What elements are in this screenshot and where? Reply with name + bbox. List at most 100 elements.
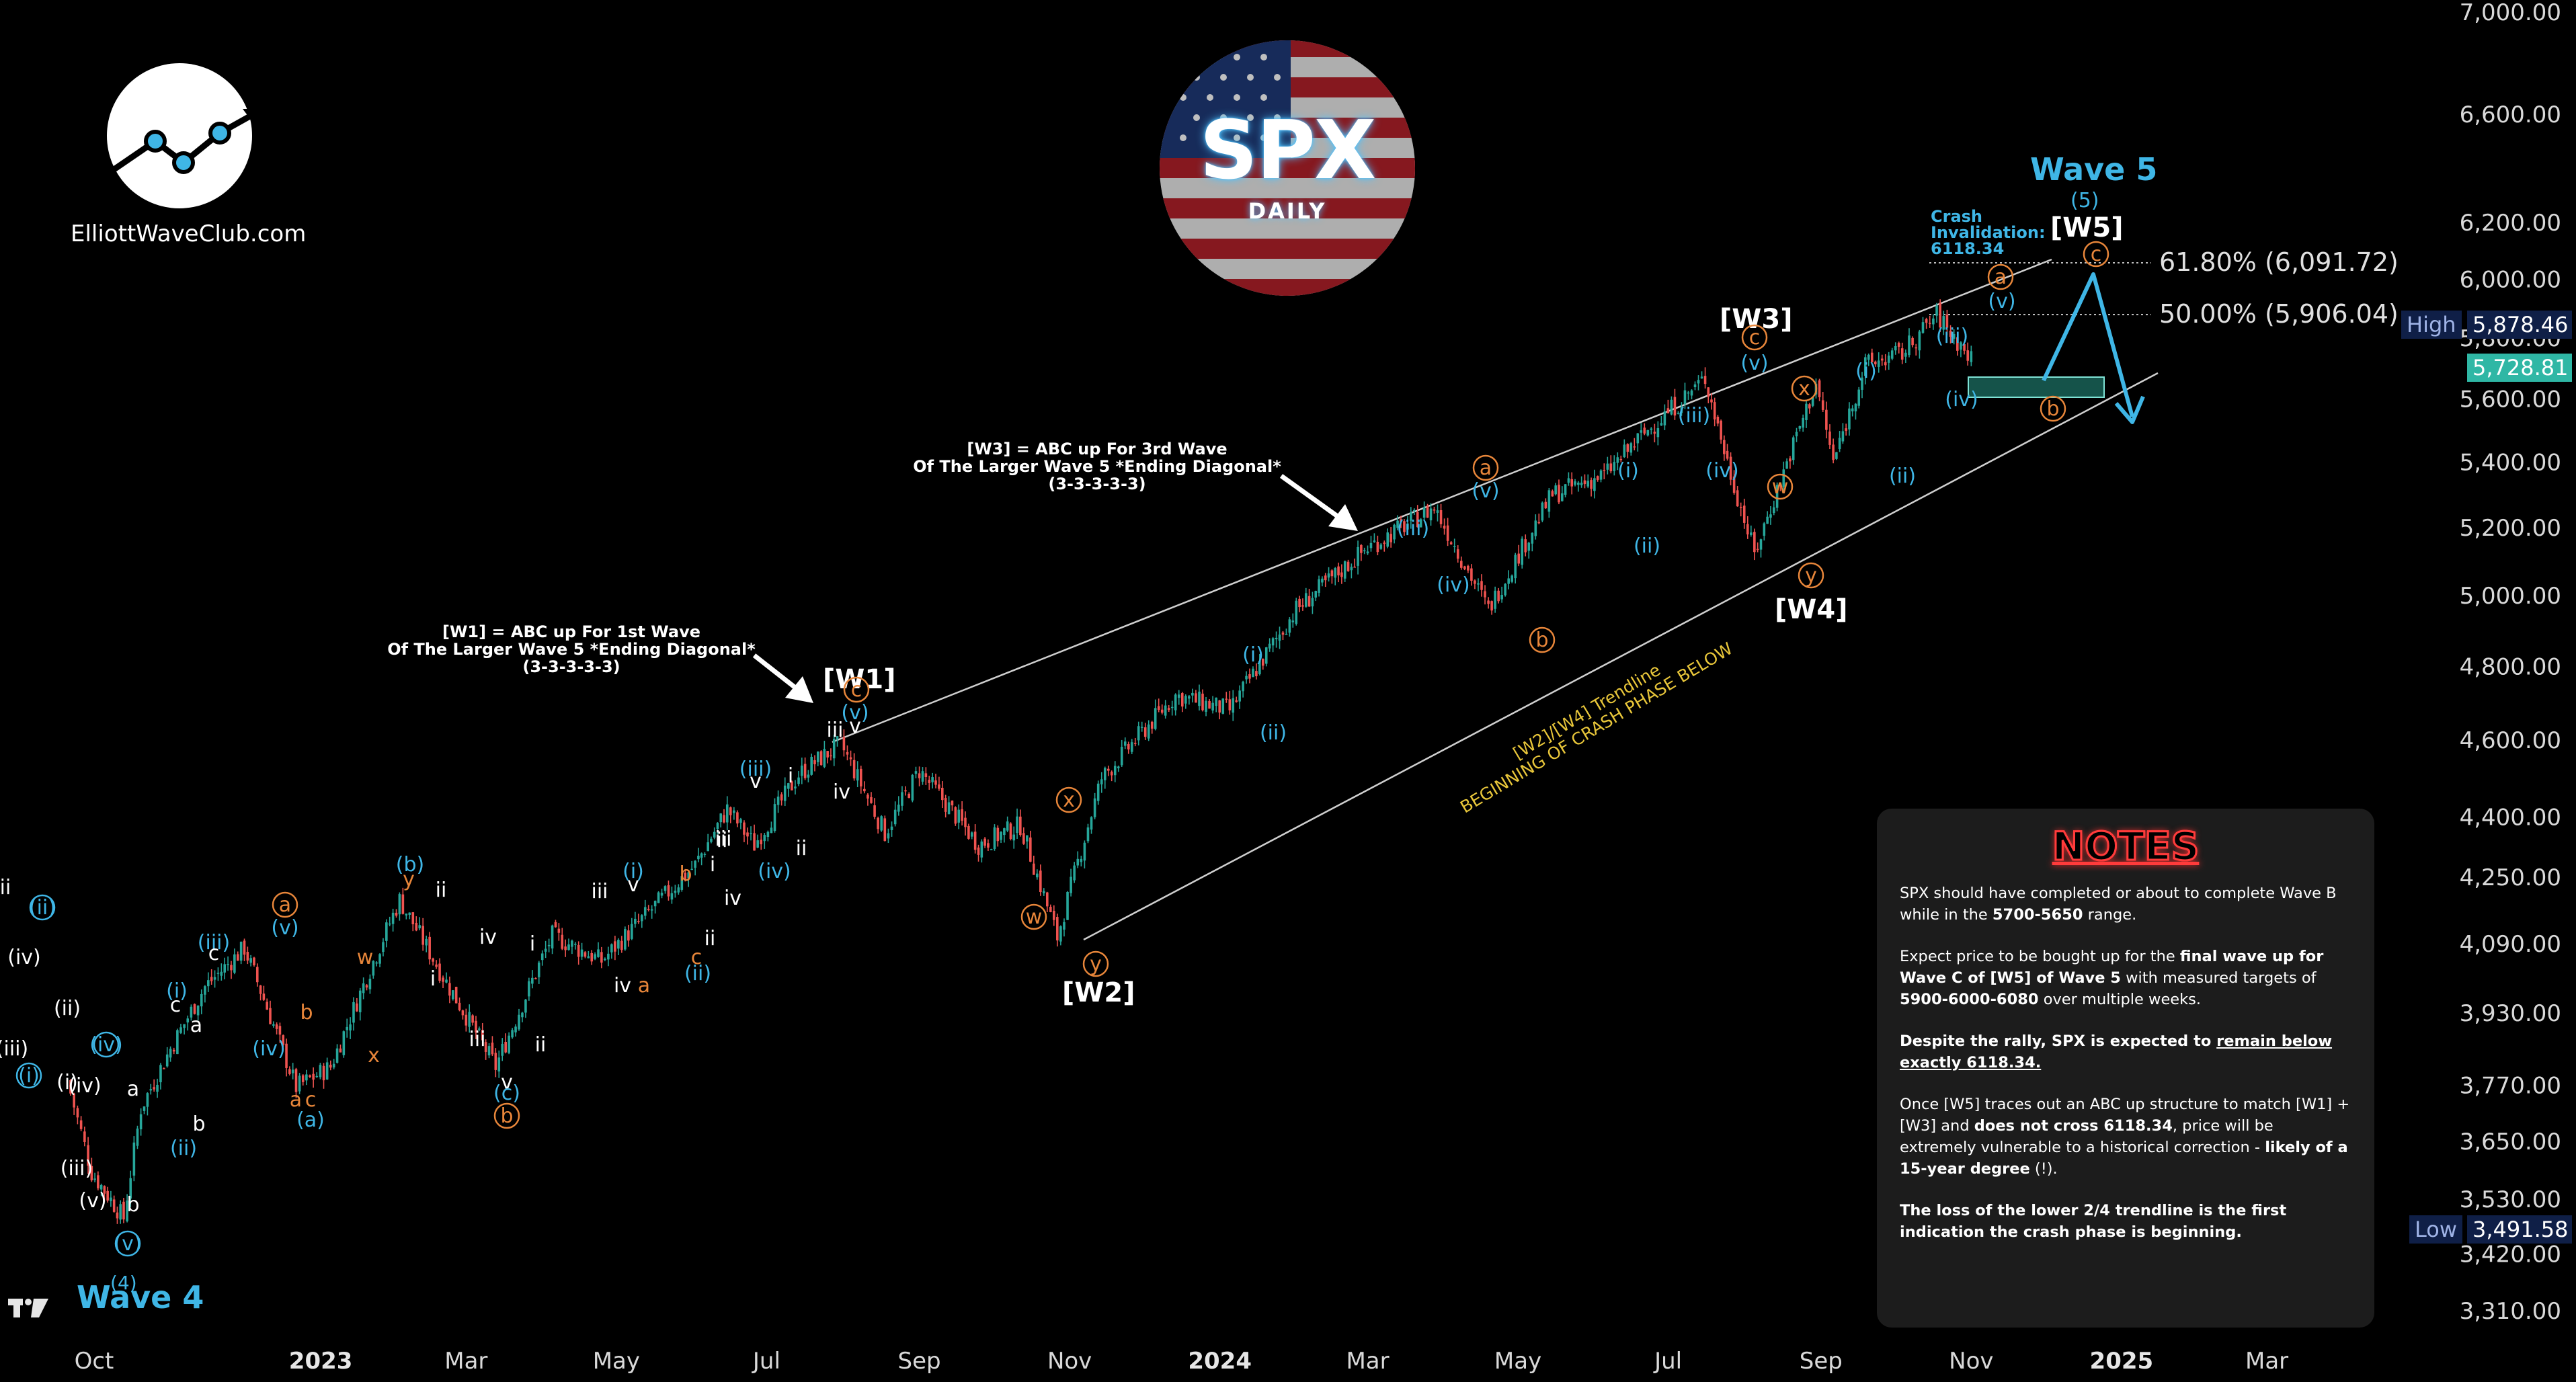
candle-body [694, 860, 696, 868]
candle-body [508, 1035, 510, 1053]
time-tick-label: May [1494, 1348, 1541, 1375]
candle-body [990, 849, 993, 850]
candle-body [421, 926, 425, 945]
wave-label: (v) [114, 1232, 141, 1256]
w1-arrow-line [752, 653, 803, 694]
candle-body [1908, 335, 1910, 356]
label-wave5: Wave 5 [2030, 151, 2157, 188]
candle-body [624, 929, 627, 950]
candle-body [246, 952, 249, 961]
label-w3: [W3] [1720, 304, 1793, 335]
candle-body [657, 892, 660, 903]
candle-body [641, 915, 643, 922]
candle-body [1393, 524, 1396, 540]
note-1b: 5700-5650 [1992, 906, 2083, 924]
w1-note-2: Of The Larger Wave 5 *Ending Diagonal* [387, 640, 756, 659]
note-4c: , price will be extremely vulnerable to … [1900, 1117, 2273, 1156]
candle-body [647, 908, 650, 910]
candle-body [914, 771, 918, 774]
candle-body [1750, 532, 1753, 535]
wave-label: y [1090, 952, 1102, 976]
candle-body [534, 977, 537, 979]
candle-body [1215, 697, 1217, 706]
label-wave4: Wave 4 [77, 1279, 204, 1315]
wave-label: (iii) [739, 758, 772, 781]
candle-body [1120, 747, 1123, 766]
candle-body [1110, 772, 1113, 776]
candle-body [710, 838, 713, 842]
time-tick-label: Sep [898, 1348, 941, 1375]
tradingview-logo-icon[interactable] [8, 1296, 50, 1320]
candle-body [1626, 444, 1629, 452]
wave-label: c [851, 678, 862, 702]
candle-body [852, 760, 856, 779]
candle-body [349, 1024, 352, 1031]
candle-body [1406, 523, 1409, 530]
candle-body [783, 785, 787, 801]
candle-body [1952, 334, 1956, 339]
candle-body [1507, 578, 1510, 584]
candle-body [1366, 551, 1369, 554]
wave-label: (iv) [758, 860, 791, 883]
candle-body [468, 1012, 471, 1027]
candle-body [132, 1142, 136, 1176]
wave-label: c [1749, 326, 1761, 350]
candle-body [1966, 350, 1969, 361]
candle-body [1373, 540, 1376, 542]
wave-label: (ii) [170, 1137, 197, 1160]
wave-label: (c) [493, 1082, 520, 1105]
wave-label: (a) [296, 1108, 325, 1132]
wave-label: (iii) [0, 1037, 28, 1061]
note-3c: remain below exactly 6118.34. [1900, 1032, 2333, 1071]
candle-body [73, 1093, 75, 1108]
candle-body [1841, 431, 1845, 442]
candle-body [285, 1043, 288, 1068]
candle-body [849, 757, 852, 760]
candle-body [428, 936, 431, 960]
candle-body [110, 1197, 112, 1202]
candle-body [1201, 693, 1204, 710]
candle-body [594, 954, 596, 959]
note-1a: SPX should have completed or about to co… [1900, 885, 2337, 924]
candle-body [1281, 632, 1285, 635]
candle-body [1093, 798, 1096, 817]
candle-body [547, 944, 551, 946]
upper-trendline [832, 258, 2052, 743]
price-tick-label: 4,600.00 [2460, 727, 2561, 754]
candle-body [378, 954, 381, 964]
candle-body [1970, 351, 1973, 362]
candle-body [1268, 643, 1271, 649]
candle-body [653, 901, 657, 907]
candle-body [1416, 512, 1419, 528]
note-3b: is expected to [2085, 1032, 2217, 1050]
candle-body [1043, 891, 1045, 894]
candle-body [1353, 566, 1357, 568]
candle-body [1504, 583, 1506, 596]
candle-body [660, 893, 663, 896]
candle-body [1160, 709, 1164, 713]
candle-body [797, 777, 800, 784]
candle-body [617, 940, 620, 949]
candle-body [1100, 779, 1103, 784]
candle-body [753, 833, 756, 851]
candle-body [1666, 408, 1670, 413]
candle-body [1412, 510, 1416, 512]
lower-trendline [1083, 372, 2159, 941]
candle-body [196, 1005, 200, 1016]
wave-label: i [710, 853, 715, 877]
time-tick-label: 2023 [289, 1348, 353, 1375]
crash-note-1: Crash [1931, 207, 1982, 226]
wave-label: ii [705, 927, 716, 950]
wave-label: ii [0, 876, 11, 899]
candle-body [1890, 350, 1894, 359]
projection-line [2042, 272, 2134, 417]
wave-label: (iii) [1936, 325, 1968, 348]
candle-body [129, 1178, 132, 1199]
wave-label: ii [717, 829, 728, 852]
candle-body [832, 739, 836, 759]
candle-body [1677, 413, 1680, 414]
candle-body [600, 952, 603, 963]
candle-body [1703, 376, 1707, 384]
wave-label: (i) [18, 1064, 40, 1088]
